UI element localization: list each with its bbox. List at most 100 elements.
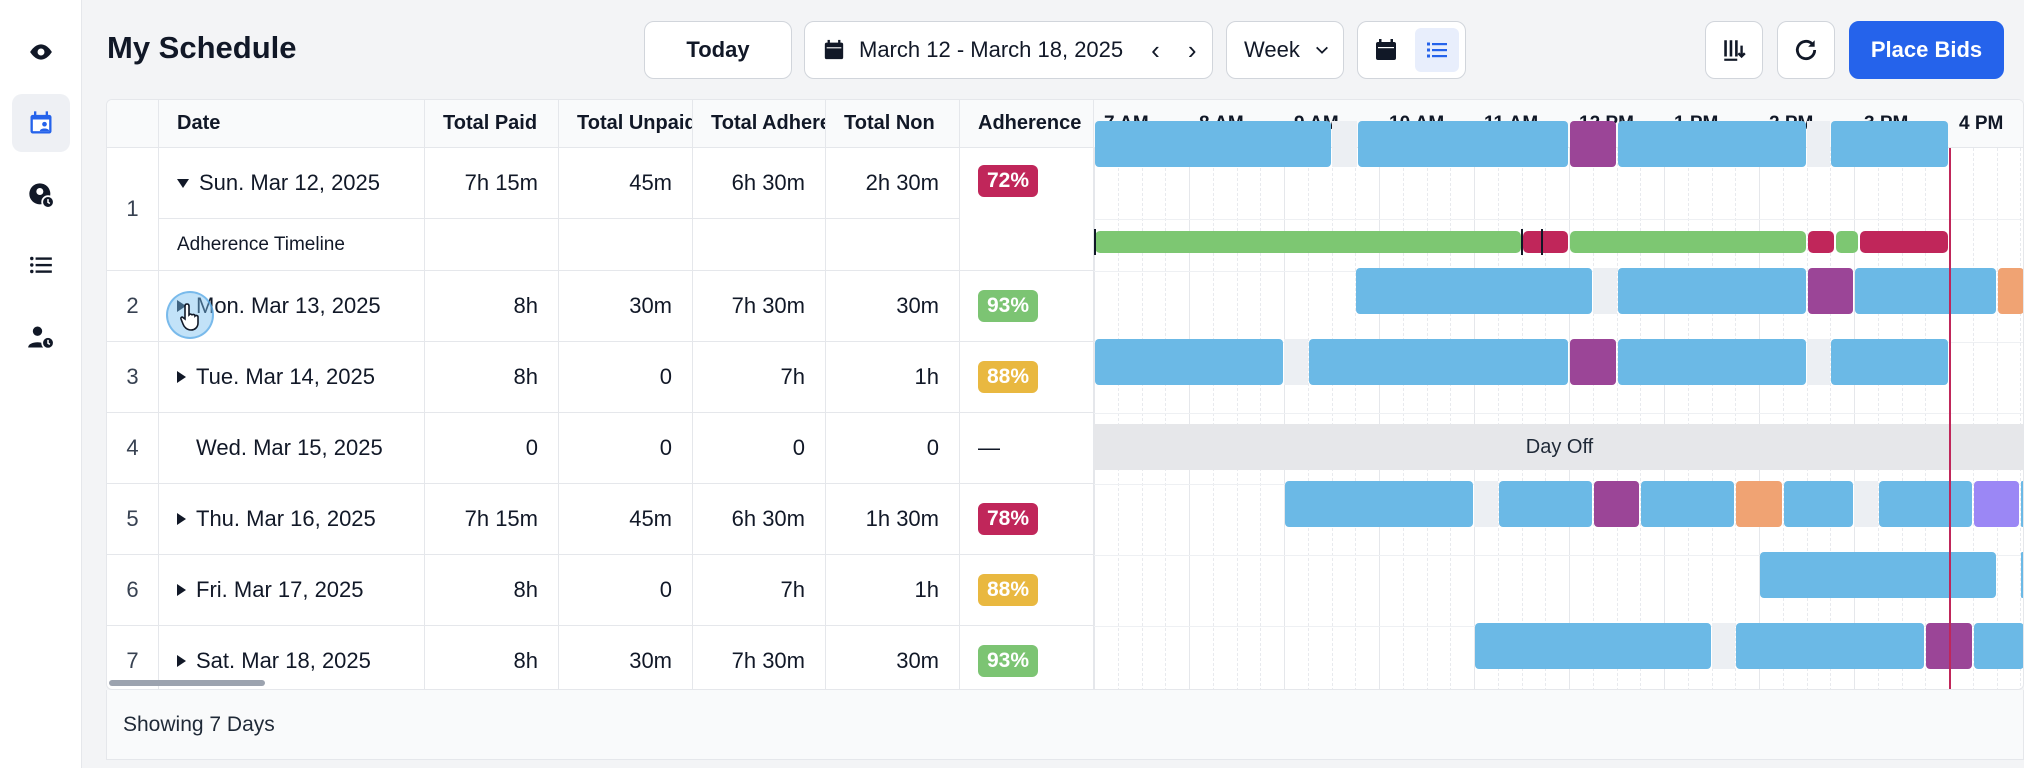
adherence-adherent-segment[interactable] xyxy=(1836,231,1858,253)
sidebar-item-user-time[interactable] xyxy=(12,308,70,366)
adherence-nonadherent-segment[interactable] xyxy=(1859,231,1948,253)
adherence-nonadherent-segment[interactable] xyxy=(1807,231,1834,253)
table-cell-unpaid: 0 xyxy=(559,555,693,626)
purple-segment[interactable] xyxy=(1973,481,2020,527)
calendar-view-button[interactable] xyxy=(1364,28,1408,72)
work-segment[interactable] xyxy=(1498,481,1592,527)
view-select-value: Week xyxy=(1244,37,1300,62)
view-select[interactable]: Week xyxy=(1226,21,1344,79)
row-non: 30m xyxy=(896,648,939,673)
meal-segment[interactable] xyxy=(1570,339,1616,385)
date-range-picker[interactable]: March 12 - March 18, 2025 ‹ › xyxy=(804,21,1213,79)
sidebar-item-list[interactable] xyxy=(12,236,70,294)
work-segment[interactable] xyxy=(2021,481,2023,527)
work-segment[interactable] xyxy=(1617,121,1806,167)
work-segment[interactable] xyxy=(1783,481,1853,527)
next-week-icon[interactable]: › xyxy=(1187,34,1197,65)
row-paid: 7h 15m xyxy=(464,506,538,531)
eye-icon xyxy=(30,44,52,60)
table-cell-date: Mon. Mar 13, 2025 xyxy=(159,271,425,342)
grid-line xyxy=(1236,148,1238,689)
expand-toggle-icon[interactable] xyxy=(177,178,189,188)
adherence-adherent-segment[interactable] xyxy=(1570,231,1806,253)
work-segment[interactable] xyxy=(1617,268,1806,314)
adherence-marker xyxy=(1521,229,1523,255)
view-toggle xyxy=(1357,21,1466,79)
work-segment[interactable] xyxy=(1736,623,1925,669)
work-segment[interactable] xyxy=(1641,481,1735,527)
sidebar-item-schedule[interactable] xyxy=(12,94,70,152)
grid-line xyxy=(1569,148,1570,689)
work-segment[interactable] xyxy=(1831,339,1948,385)
row-index: 6 xyxy=(126,577,139,602)
top-toolbar: My Schedule xyxy=(82,0,2024,100)
refresh-button[interactable] xyxy=(1777,21,1835,79)
sidebar-item-monitor[interactable] xyxy=(12,23,70,81)
date-range-label: March 12 - March 18, 2025 xyxy=(859,37,1124,62)
table-cell-non: 0 xyxy=(826,413,960,484)
horizontal-scrollbar[interactable] xyxy=(109,680,265,686)
grid-line xyxy=(1664,148,1665,689)
grid-line xyxy=(1141,148,1143,689)
today-button[interactable]: Today xyxy=(644,21,792,79)
header-total-paid[interactable]: Total Paid xyxy=(425,100,559,148)
sub-row-cell xyxy=(559,219,693,271)
orange-segment[interactable] xyxy=(1736,481,1782,527)
work-segment[interactable] xyxy=(1760,552,1996,598)
header-adherence[interactable]: Adherence xyxy=(960,100,1094,148)
work-segment[interactable] xyxy=(1358,121,1568,167)
work-segment[interactable] xyxy=(2021,552,2023,598)
list-view-button[interactable] xyxy=(1415,28,1459,72)
meal-segment[interactable] xyxy=(1593,481,1640,527)
timeline: 7 AM8 AM9 AM10 AM11 AM12 PM1 PM2 PM3 PM4… xyxy=(1094,100,2023,689)
prev-week-icon[interactable]: ‹ xyxy=(1151,34,1160,65)
header-total-adherence[interactable]: Total Adherence xyxy=(693,100,826,148)
sidebar-item-user-clock[interactable] xyxy=(12,166,70,224)
table-cell-adh: 6h 30m xyxy=(693,484,826,555)
meal-segment[interactable] xyxy=(1570,121,1616,167)
place-bids-button[interactable]: Place Bids xyxy=(1849,21,2004,79)
row-index: 4 xyxy=(126,435,139,460)
columns-button[interactable] xyxy=(1705,21,1763,79)
work-segment[interactable] xyxy=(1308,339,1568,385)
work-segment[interactable] xyxy=(1475,623,1711,669)
grid-line xyxy=(1640,148,1642,689)
work-segment[interactable] xyxy=(1855,268,1996,314)
table-cell-adh: 0 xyxy=(693,413,826,484)
work-segment[interactable] xyxy=(1831,121,1948,167)
row-adh: 7h xyxy=(780,364,805,389)
grid-line xyxy=(1117,148,1119,689)
row-non: 1h 30m xyxy=(865,506,939,531)
table-cell-index: 6 xyxy=(107,555,159,626)
expand-toggle-icon[interactable] xyxy=(177,584,186,596)
table-cell-adherence: 78% xyxy=(960,484,1094,555)
row-non: 1h xyxy=(914,577,939,602)
header-date[interactable]: Date xyxy=(159,100,425,148)
table-cell-index: 7 xyxy=(107,626,159,689)
work-segment[interactable] xyxy=(1285,481,1473,527)
expand-toggle-icon[interactable] xyxy=(177,513,186,525)
table-cell-adherence: 88% xyxy=(960,555,1094,626)
table-cell-adherence: 93% xyxy=(960,626,1094,689)
header-total-non[interactable]: Total Non xyxy=(826,100,960,148)
work-segment[interactable] xyxy=(1095,121,1331,167)
row-adh: 6h 30m xyxy=(731,506,805,531)
work-segment[interactable] xyxy=(1973,623,2023,669)
expand-toggle-icon[interactable] xyxy=(177,371,186,383)
work-segment[interactable] xyxy=(1617,339,1806,385)
meal-segment[interactable] xyxy=(1807,268,1853,314)
work-segment[interactable] xyxy=(1356,268,1592,314)
row-date: Sun. Mar 12, 2025 xyxy=(199,170,381,195)
grid-line xyxy=(1165,148,1167,689)
expand-toggle-icon[interactable] xyxy=(177,655,186,667)
adherence-adherent-segment[interactable] xyxy=(1095,231,1521,253)
work-segment[interactable] xyxy=(1878,481,1972,527)
footer-count: Showing 7 Days xyxy=(123,712,275,736)
work-segment[interactable] xyxy=(1095,339,1283,385)
header-total-unpaid[interactable]: Total Unpaid xyxy=(559,100,693,148)
row-unpaid: 45m xyxy=(629,506,672,531)
adherence-nonadherent-segment[interactable] xyxy=(1522,231,1568,253)
sidebar xyxy=(0,0,82,768)
row-divider xyxy=(1094,219,2023,220)
orange-segment[interactable] xyxy=(1997,268,2023,314)
